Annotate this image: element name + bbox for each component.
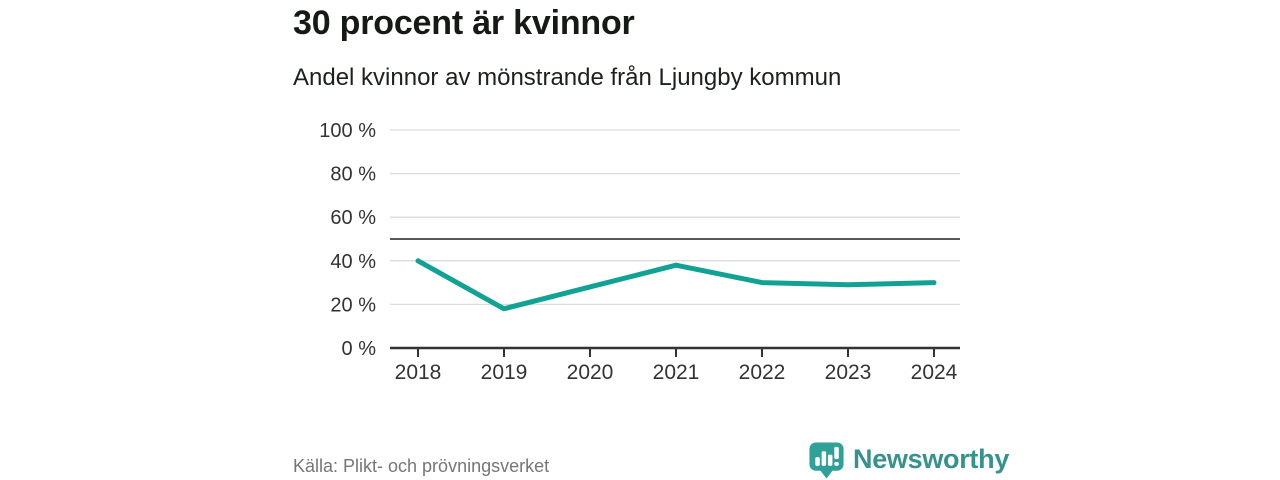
x-tick-label: 2018 — [395, 361, 442, 384]
chart-subtitle: Andel kvinnor av mönstrande från Ljungby… — [293, 64, 842, 91]
y-tick-label: 40 % — [330, 251, 376, 273]
x-tick-label: 2023 — [825, 361, 872, 384]
line-chart: 0 % 20 % 40 % 60 % 80 % 100 % 2018 2019 2020 2021… — [319, 120, 960, 384]
newsworthy-icon — [809, 442, 844, 479]
y-tick-label: 100 % — [319, 120, 376, 142]
y-tick-label: 80 % — [330, 164, 376, 186]
newsworthy-logo: Newsworthy — [808, 441, 1009, 480]
source-caption: Källa: Plikt- och prövningsverket — [293, 456, 550, 476]
x-tick-label: 2022 — [739, 361, 786, 384]
y-tick-label: 0 % — [342, 338, 377, 360]
x-tick-label: 2020 — [567, 361, 614, 384]
chart-title: 30 procent är kvinnor — [293, 4, 635, 42]
data-line — [415, 258, 937, 312]
y-tick-label: 60 % — [330, 207, 376, 229]
y-tick-label: 20 % — [330, 294, 376, 316]
brand-name: Newsworthy — [853, 444, 1010, 474]
x-tick-label: 2019 — [481, 361, 528, 384]
x-tick-label: 2021 — [653, 361, 700, 384]
x-tick-label: 2024 — [911, 361, 958, 384]
